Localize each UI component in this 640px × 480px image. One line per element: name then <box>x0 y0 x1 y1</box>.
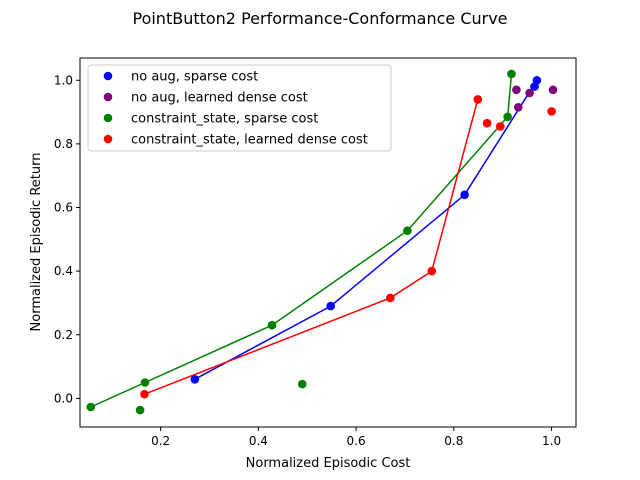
data-point-0-4 <box>532 76 542 85</box>
data-point-2-0 <box>86 402 96 412</box>
data-point-0-2 <box>460 190 469 200</box>
data-point-1-3 <box>548 85 558 95</box>
legend-box <box>87 64 392 152</box>
data-point-2-2 <box>140 378 150 387</box>
x-axis-label: Normalized Episodic Cost <box>246 456 411 471</box>
x-tick-label: 0.6 <box>347 434 366 448</box>
series-line-3 <box>144 99 479 395</box>
y-tick-label: 0.8 <box>54 137 73 151</box>
legend: no aug, sparse cost no aug, learned dense… <box>87 64 392 152</box>
data-point-2-3 <box>267 320 277 330</box>
data-point-2-7 <box>507 69 516 79</box>
y-axis-ticks: 0.0 0.2 0.4 0.6 0.8 1.0 <box>54 73 80 405</box>
series-lines <box>90 73 538 408</box>
x-tick-label: 0.4 <box>249 434 268 448</box>
y-tick-label: 0.2 <box>54 328 73 342</box>
data-point-3-6 <box>547 107 556 116</box>
data-point-1-2 <box>525 88 534 98</box>
series-points <box>86 69 558 415</box>
y-tick-label: 1.0 <box>54 73 73 87</box>
data-point-2-1 <box>135 405 145 415</box>
legend-marker-3 <box>103 134 113 144</box>
y-tick-label: 0.6 <box>54 201 73 215</box>
legend-marker-1 <box>103 92 113 102</box>
series-line-2 <box>90 73 513 408</box>
y-tick-label: 0.4 <box>54 264 73 278</box>
x-tick-label: 0.8 <box>444 434 463 448</box>
x-tick-label: 1.0 <box>542 434 561 448</box>
legend-label-3: constraint_state, learned dense cost <box>131 133 368 148</box>
data-point-2-5 <box>403 226 412 235</box>
data-point-3-2 <box>427 266 437 276</box>
data-point-0-0 <box>190 375 200 384</box>
plot-frame <box>79 57 577 428</box>
data-point-2-4 <box>298 379 307 389</box>
data-point-3-0 <box>140 389 149 399</box>
data-point-2-6 <box>503 112 512 122</box>
data-point-1-0 <box>512 85 521 95</box>
data-point-3-4 <box>482 118 492 128</box>
data-point-1-1 <box>514 103 523 112</box>
y-axis-label: Normalized Episodic Return <box>29 153 44 332</box>
x-axis-ticks: 0.2 0.4 0.6 0.8 1.0 <box>151 427 561 448</box>
data-point-0-1 <box>326 301 336 311</box>
legend-label-1: no aug, learned dense cost <box>131 91 308 106</box>
chart-title: PointButton2 Performance-Conformance Cur… <box>132 9 507 28</box>
y-tick-label: 0.0 <box>54 391 73 405</box>
legend-marker-0 <box>103 71 113 81</box>
data-point-3-3 <box>473 95 483 104</box>
legend-label-2: constraint_state, sparse cost <box>131 112 318 127</box>
legend-label-0: no aug, sparse cost <box>131 70 258 85</box>
legend-marker-2 <box>103 113 113 123</box>
data-point-3-5 <box>496 122 505 131</box>
series-line-0 <box>194 79 538 380</box>
data-point-3-1 <box>386 293 395 303</box>
x-tick-label: 0.2 <box>151 434 170 448</box>
